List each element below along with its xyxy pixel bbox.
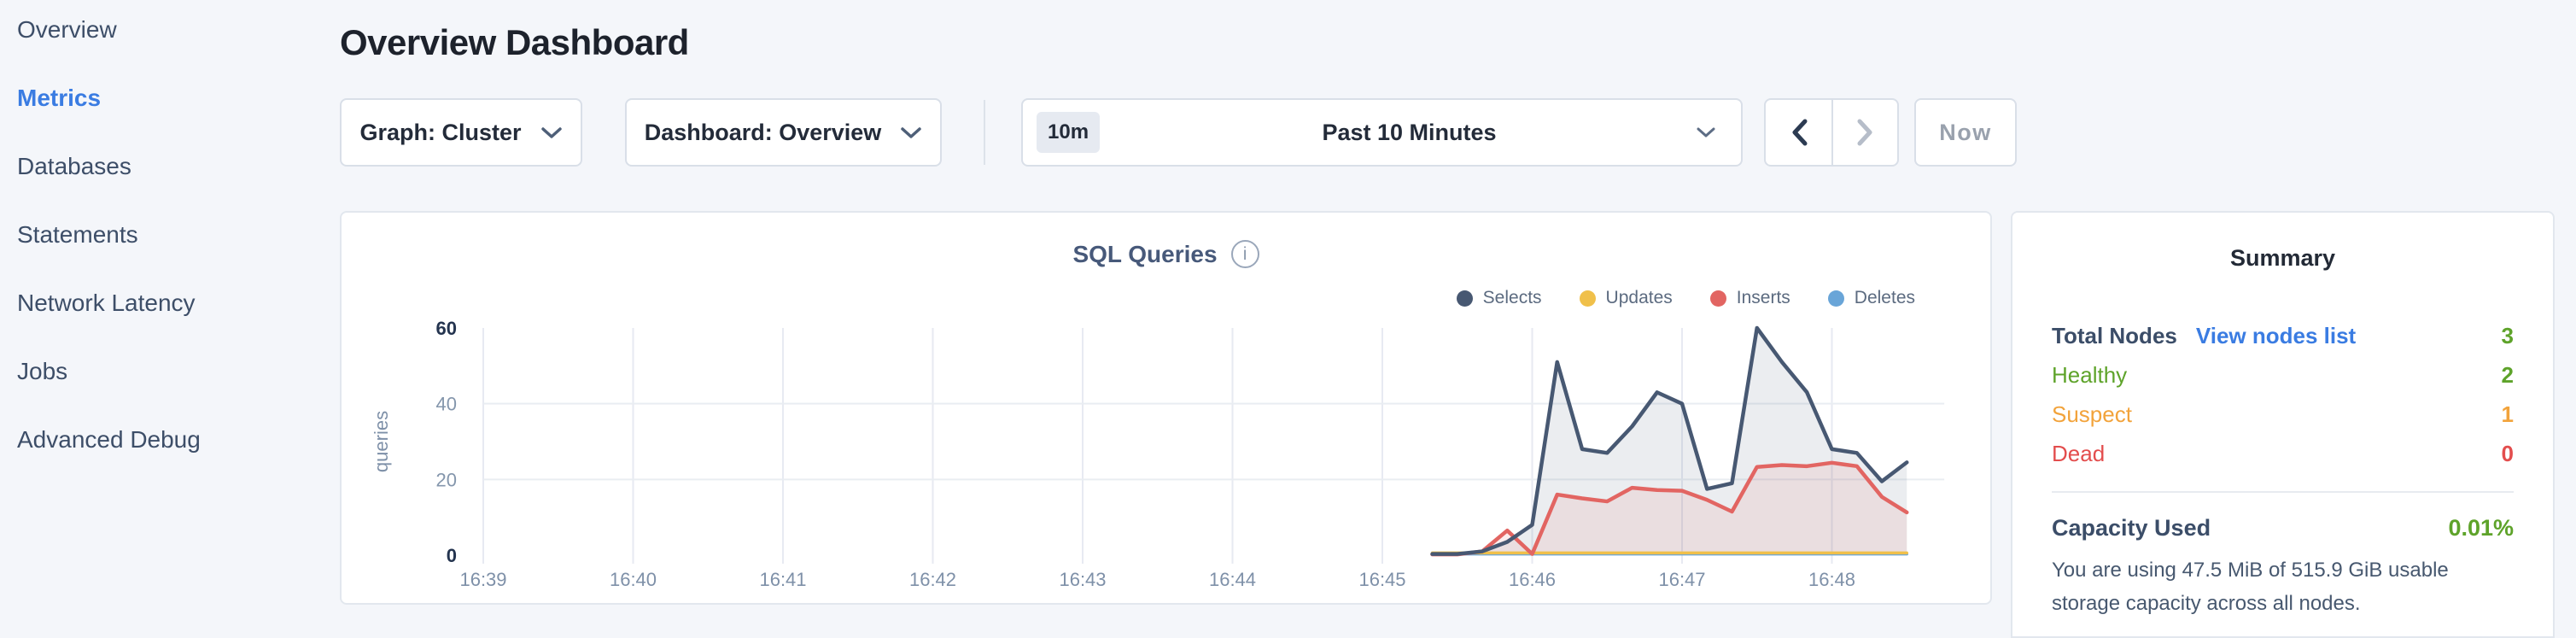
- x-axis-tick-label: 16:43: [1059, 569, 1106, 590]
- sidebar-item-network-latency[interactable]: Network Latency: [17, 290, 196, 316]
- legend-dot-updates: [1579, 290, 1596, 307]
- chart-title: SQL Queries: [1072, 240, 1218, 267]
- legend-item-inserts[interactable]: Inserts: [1709, 288, 1790, 308]
- suspect-label: Suspect: [2052, 401, 2132, 427]
- total-nodes-row: Total Nodes View nodes list 3: [2052, 323, 2514, 351]
- info-icon[interactable]: i: [1230, 240, 1259, 268]
- total-nodes-value: 3: [2501, 323, 2514, 348]
- legend-item-updates[interactable]: Updates: [1579, 288, 1673, 308]
- sql-queries-chart-card: SQL Queries i Selects Updates Inserts Delet…: [340, 211, 1992, 605]
- time-step-button-group: [1764, 98, 1899, 167]
- controls-divider: [984, 100, 985, 165]
- x-axis-tick-label: 16:41: [759, 569, 806, 590]
- legend-item-selects[interactable]: Selects: [1456, 288, 1542, 308]
- chart-header: SQL Queries i: [342, 240, 1990, 268]
- sidebar-item-statements[interactable]: Statements: [17, 221, 138, 248]
- dashboard-dropdown[interactable]: Dashboard: Overview: [625, 98, 942, 167]
- chevron-down-icon: [900, 126, 922, 139]
- area-inserts: [1432, 462, 1907, 555]
- x-axis-tick-label: 16:48: [1808, 569, 1855, 590]
- page-title: Overview Dashboard: [340, 22, 689, 62]
- legend-label: Inserts: [1736, 288, 1790, 307]
- x-axis-tick-label: 16:45: [1358, 569, 1405, 590]
- now-button[interactable]: Now: [1914, 98, 2017, 167]
- sidebar-item-advanced-debug[interactable]: Advanced Debug: [17, 426, 201, 453]
- area-selects: [1432, 328, 1907, 555]
- y-axis-tick-label: 60: [436, 318, 457, 339]
- dead-label: Dead: [2052, 441, 2106, 466]
- sidebar-item-jobs[interactable]: Jobs: [17, 358, 68, 384]
- x-axis-tick-label: 16:40: [610, 569, 657, 590]
- capacity-used-value: 0.01%: [2448, 515, 2514, 541]
- healthy-nodes-row: Healthy 2: [2052, 362, 2514, 390]
- time-range-label: Past 10 Minutes: [1322, 119, 1497, 145]
- line-selects: [1430, 325, 1909, 556]
- healthy-value: 2: [2501, 362, 2514, 388]
- previous-time-button[interactable]: [1766, 100, 1831, 165]
- healthy-label: Healthy: [2052, 362, 2128, 388]
- legend-label: Selects: [1482, 288, 1542, 307]
- y-axis-label: queries: [371, 411, 392, 472]
- legend-dot-inserts: [1709, 290, 1726, 307]
- summary-divider: [2052, 491, 2514, 493]
- legend-label: Updates: [1605, 288, 1673, 307]
- suspect-value: 1: [2501, 401, 2514, 427]
- capacity-description: You are using 47.5 MiB of 515.9 GiB usab…: [2052, 559, 2449, 615]
- summary-title: Summary: [2229, 245, 2336, 271]
- y-axis-tick-label: 40: [436, 394, 457, 415]
- graph-dropdown-label: Graph: Cluster: [359, 119, 522, 145]
- x-axis-tick-label: 16:39: [459, 569, 506, 590]
- legend-item-deletes[interactable]: Deletes: [1827, 288, 1915, 308]
- sql-queries-chart[interactable]: 16:39 16:40 16:41 16:42 16:43 16:44 16:45 16:46…: [342, 213, 1990, 603]
- capacity-used-label: Capacity Used: [2052, 515, 2211, 541]
- view-nodes-list-link[interactable]: View nodes list: [2195, 323, 2357, 348]
- time-range-badge: 10m: [1037, 112, 1101, 153]
- legend-label: Deletes: [1854, 288, 1915, 307]
- suspect-nodes-row: Suspect 1: [2052, 401, 2514, 430]
- chart-legend: Selects Updates Inserts Deletes: [1456, 288, 1915, 308]
- y-axis-tick-label: 0: [447, 545, 457, 566]
- sidebar-item-overview[interactable]: Overview: [17, 16, 117, 43]
- chevron-left-icon: [1788, 118, 1810, 147]
- time-range-selector[interactable]: 10m Past 10 Minutes: [1021, 98, 1743, 167]
- dashboard-dropdown-label: Dashboard: Overview: [644, 119, 882, 145]
- graph-dropdown[interactable]: Graph: Cluster: [340, 98, 582, 167]
- next-time-button[interactable]: [1831, 100, 1897, 165]
- x-axis-tick-label: 16:47: [1658, 569, 1705, 590]
- total-nodes-label: Total Nodes: [2052, 323, 2177, 348]
- sidebar-item-metrics[interactable]: Metrics: [17, 85, 102, 111]
- capacity-used-row: Capacity Used 0.01%: [2052, 515, 2514, 541]
- chevron-down-icon: [540, 126, 563, 139]
- chevron-right-icon: [1855, 118, 1877, 147]
- legend-dot-deletes: [1827, 290, 1844, 307]
- x-axis-tick-label: 16:46: [1509, 569, 1556, 590]
- legend-dot-selects: [1456, 290, 1473, 307]
- dead-value: 0: [2501, 441, 2514, 466]
- sidebar: Overview Metrics Databases Statements Networ…: [0, 0, 335, 494]
- y-axis-tick-label: 20: [436, 469, 457, 490]
- dead-nodes-row: Dead 0: [2052, 441, 2514, 469]
- sidebar-item-databases[interactable]: Databases: [17, 153, 131, 179]
- x-axis-tick-label: 16:44: [1209, 569, 1256, 590]
- x-axis-tick-label: 16:42: [909, 569, 956, 590]
- chevron-down-icon: [1697, 127, 1715, 138]
- summary-panel: Summary Total Nodes View nodes list 3 He…: [2011, 211, 2555, 638]
- line-inserts: [1430, 460, 1909, 557]
